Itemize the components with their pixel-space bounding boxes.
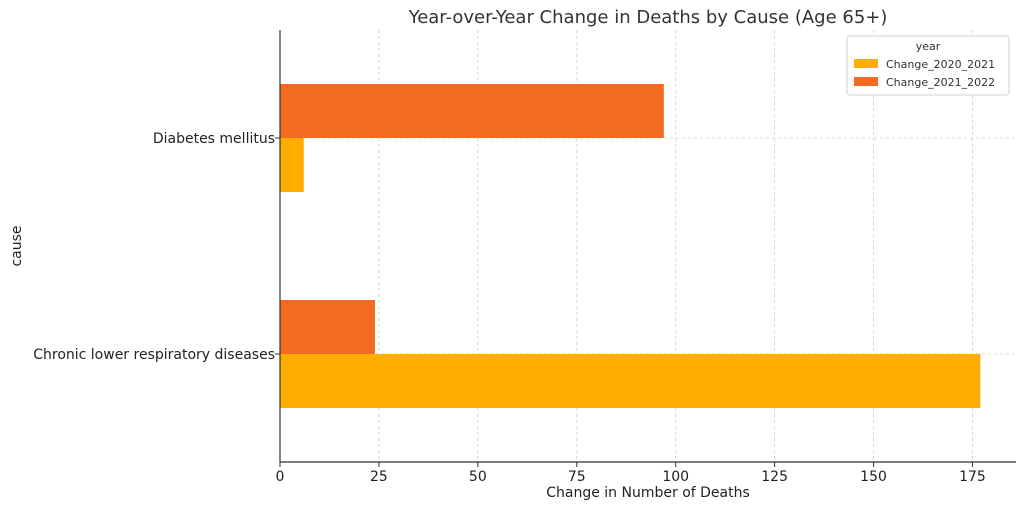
y-tick-label: Diabetes mellitus bbox=[153, 131, 275, 147]
bar-change-2021-2022 bbox=[280, 84, 664, 138]
y-ticks: Chronic lower respiratory diseases Diabet… bbox=[33, 131, 280, 363]
x-ticks: 0 25 50 75 100 125 150 175 bbox=[276, 462, 986, 485]
x-tick-label: 150 bbox=[860, 469, 887, 485]
legend-label: Change_2021_2022 bbox=[886, 76, 995, 89]
x-tick-label: 75 bbox=[568, 469, 586, 485]
legend-label: Change_2020_2021 bbox=[886, 58, 995, 71]
legend: year Change_2020_2021 Change_2021_2022 bbox=[846, 35, 1010, 96]
x-tick-label: 0 bbox=[276, 469, 285, 485]
y-tick-label: Chronic lower respiratory diseases bbox=[33, 347, 275, 363]
x-tick-label: 175 bbox=[959, 469, 986, 485]
bar-change-2021-2022 bbox=[280, 300, 375, 354]
bar-change-2020-2021 bbox=[280, 138, 304, 192]
y-axis-label: cause bbox=[9, 225, 25, 266]
x-tick-label: 100 bbox=[662, 469, 689, 485]
legend-swatch bbox=[854, 59, 878, 68]
bars bbox=[280, 84, 981, 408]
legend-frame bbox=[846, 35, 1010, 96]
x-axis-label: Change in Number of Deaths bbox=[546, 485, 750, 501]
legend-swatch bbox=[854, 77, 878, 86]
bar-change-2020-2021 bbox=[280, 354, 981, 408]
x-tick-label: 25 bbox=[370, 469, 388, 485]
x-tick-label: 125 bbox=[761, 469, 788, 485]
chart-title: Year-over-Year Change in Deaths by Cause… bbox=[408, 7, 888, 28]
legend-title: year bbox=[916, 40, 941, 53]
x-tick-label: 50 bbox=[469, 469, 487, 485]
